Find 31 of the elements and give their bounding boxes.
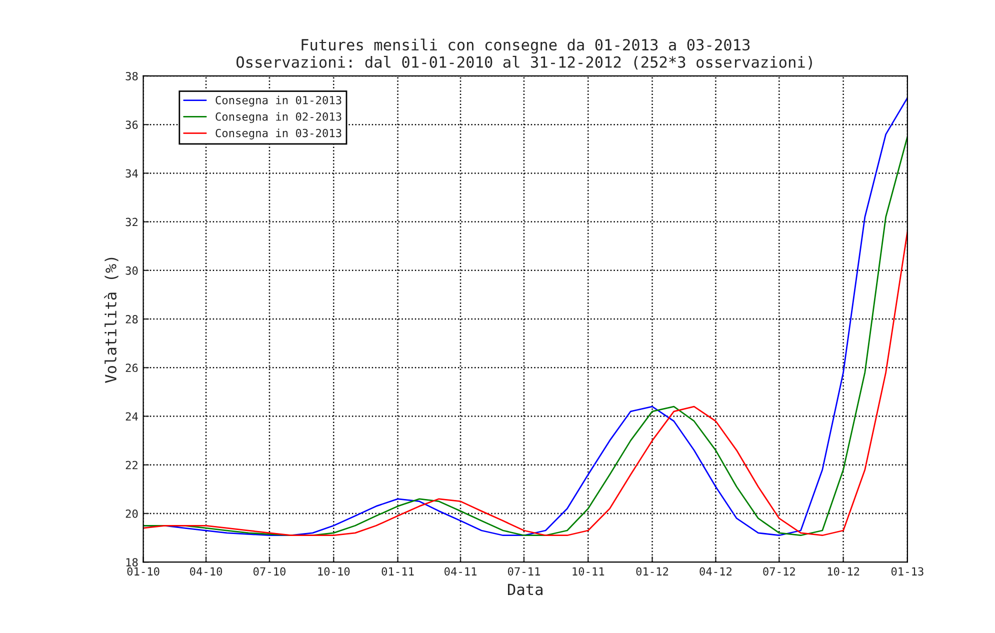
y-tick-label: 32 <box>126 218 138 226</box>
legend-label: Consegna in 02-2013 <box>216 112 342 124</box>
y-tick-label: 26 <box>126 364 138 372</box>
x-tick-label: 04-12 <box>700 567 732 576</box>
x-tick-label: 04-10 <box>190 567 222 576</box>
legend-label: Consegna in 01-2013 <box>216 96 342 107</box>
y-tick-label: 18 <box>126 558 138 567</box>
x-axis-title: Data <box>508 584 542 596</box>
y-tick-label: 28 <box>126 315 138 324</box>
x-tick-label: 01-13 <box>891 567 924 576</box>
y-tick-label: 38 <box>126 72 138 80</box>
y-tick-label: 20 <box>126 509 138 518</box>
legend-label: Consegna in 03-2013 <box>216 128 342 140</box>
x-tick-label: 10-11 <box>572 567 604 576</box>
x-tick-label: 07-12 <box>763 567 795 576</box>
y-axis-title: Volatilità (%) <box>104 258 118 383</box>
x-tick-label: 07-10 <box>253 567 286 576</box>
x-tick-label: 01-12 <box>636 567 668 576</box>
x-tick-label: 07-11 <box>508 567 540 576</box>
chart-title: Futures mensili con consegne da 01-2013 a 03-2013 Osservazioni: dal 01-01-2010 al 31-12-2012 (252*3 osservazioni) <box>236 38 812 70</box>
y-tick-label: 30 <box>126 266 138 275</box>
y-tick-label: 36 <box>126 120 138 129</box>
x-tick-label: 10-10 <box>318 567 350 576</box>
x-tick-label: 01-10 <box>127 567 160 576</box>
x-tick-label: 01-11 <box>382 567 414 576</box>
line-series <box>143 230 908 536</box>
x-tick-label: 10-12 <box>828 567 860 576</box>
y-tick-label: 34 <box>126 169 138 178</box>
y-tick-label: 22 <box>126 460 138 470</box>
y-tick-label: 24 <box>126 412 138 421</box>
x-tick-label: 04-11 <box>444 567 476 576</box>
